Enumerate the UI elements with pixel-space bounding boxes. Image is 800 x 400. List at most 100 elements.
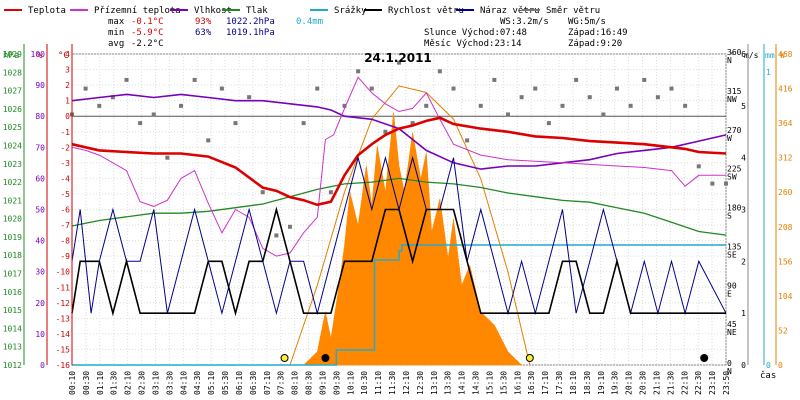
c-tick-label: -13 xyxy=(56,314,71,323)
axes-layer: 00:10 00:30 01:10 01:30 02:10 02:30 03:10 03:30… xyxy=(3,44,793,395)
time-tick-label: 03:10 xyxy=(151,371,160,395)
info-moon-set: Západ:9:20 xyxy=(568,39,622,49)
time-tick-label: 11:30 xyxy=(388,371,397,395)
wind-direction-point xyxy=(110,95,115,100)
time-tick-label: 05:10 xyxy=(207,371,216,395)
series-humidity xyxy=(71,93,727,170)
time-tick-label: 12:30 xyxy=(416,371,425,395)
hpa-tick-label: 1012 xyxy=(3,361,22,370)
hpa-tick-label: 1028 xyxy=(3,68,22,77)
wind-direction-point xyxy=(138,121,143,126)
time-tick-label: 20:10 xyxy=(625,371,634,395)
mm-axis-label: mm xyxy=(765,51,775,60)
wind-direction-point xyxy=(465,138,470,143)
ms-tick-label: 5 xyxy=(741,102,746,111)
pct-tick-label: 0 xyxy=(40,361,45,370)
time-tick-label: 06:30 xyxy=(249,371,258,395)
stat-max-press: 1022.2hPa xyxy=(226,17,275,27)
time-tick-label: 22:10 xyxy=(680,371,689,395)
ms-tick-label: 2 xyxy=(741,257,746,266)
legend-label: Teplota xyxy=(28,6,66,16)
time-tick-label: 03:30 xyxy=(165,371,174,395)
deg-tick-label: 90 xyxy=(727,281,737,290)
legend: Teplota Přízemní teplota Vlhkost Tlak Srážky… xyxy=(4,6,600,16)
dir-tick-label: NW xyxy=(727,95,737,104)
info-sun-set: Západ:16:49 xyxy=(568,28,628,38)
c-tick-label: -2 xyxy=(60,143,70,152)
time-tick-label: 21:10 xyxy=(652,371,661,395)
wind-direction-point xyxy=(451,86,456,91)
time-tick-label: 04:10 xyxy=(179,371,188,395)
chart-title: 24.1.2011 xyxy=(364,51,432,65)
w-tick-label: 156 xyxy=(778,257,793,266)
wind-direction-point xyxy=(342,103,347,108)
hpa-tick-label: 1019 xyxy=(3,233,22,242)
c-tick-label: -8 xyxy=(60,237,70,246)
hpa-tick-label: 1029 xyxy=(3,50,22,59)
deg-tick-label: 360 xyxy=(727,48,742,57)
legend-label: Vlhkost xyxy=(194,6,232,16)
dir-tick-label: SW xyxy=(727,173,737,182)
wind-direction-point xyxy=(315,86,320,91)
info-wg: WG:5m/s xyxy=(568,17,606,27)
ms-tick-label: 4 xyxy=(741,154,746,163)
wind-direction-point xyxy=(83,86,88,91)
pct-tick-label: 10 xyxy=(35,330,45,339)
time-tick-label: 19:10 xyxy=(597,371,606,395)
moonrise-marker xyxy=(700,354,709,362)
legend-label: Srážky xyxy=(334,6,367,16)
time-tick-label: 18:30 xyxy=(583,371,592,395)
ms-tick-label: 3 xyxy=(741,206,746,215)
series-theoretical-radiation xyxy=(289,85,531,366)
legend-label: Přízemní teplota xyxy=(94,6,181,16)
deg-axis-label: ° xyxy=(730,51,735,60)
legend-label: Náraz větru xyxy=(480,6,540,16)
time-tick-label: 21:30 xyxy=(666,371,675,395)
w-tick-label: 208 xyxy=(778,223,793,232)
deg-tick-label: 315 xyxy=(727,87,742,96)
wind-direction-point xyxy=(247,95,252,100)
mm-tick-label: 1 xyxy=(766,68,771,77)
time-tick-label: 07:30 xyxy=(277,371,286,395)
wind-direction-point xyxy=(410,121,415,126)
series-layer xyxy=(70,60,728,366)
wind-direction-point xyxy=(655,95,660,100)
deg-tick-label: 270 xyxy=(727,126,742,135)
time-tick-label: 04:30 xyxy=(193,371,202,395)
c-tick-label: 2 xyxy=(65,81,70,90)
time-tick-label: 12:10 xyxy=(402,371,411,395)
wind-direction-point xyxy=(192,77,197,82)
info-ws: WS:3.2m/s xyxy=(500,17,549,27)
time-tick-label: 00:30 xyxy=(82,371,91,395)
pct-tick-label: 90 xyxy=(35,81,45,90)
mm-tick-label: 0 xyxy=(766,361,771,370)
pct-tick-label: 100 xyxy=(31,50,46,59)
hpa-tick-label: 1020 xyxy=(3,215,22,224)
ms-tick-label: 1 xyxy=(741,309,746,318)
wind-direction-point xyxy=(506,112,510,117)
stat-avg-label: avg xyxy=(108,39,124,49)
wind-direction-point xyxy=(683,103,688,108)
time-tick-label: 09:10 xyxy=(318,371,327,395)
legend-label: Rychlost větru xyxy=(388,6,464,16)
dir-tick-label: N xyxy=(727,367,732,376)
w-tick-label: 0 xyxy=(778,361,783,370)
wind-direction-point xyxy=(151,112,156,117)
hpa-tick-label: 1027 xyxy=(3,87,22,96)
ms-tick-label: 6 xyxy=(741,50,746,59)
time-tick-label: 08:30 xyxy=(305,371,314,395)
stat-max-label: max xyxy=(108,17,125,27)
series-temperature xyxy=(71,116,727,207)
deg-tick-label: 0 xyxy=(727,359,732,368)
wind-direction-point xyxy=(696,164,701,169)
wind-direction-point xyxy=(478,103,483,108)
time-tick-label: 20:30 xyxy=(639,371,648,395)
time-tick-label: 19:30 xyxy=(611,371,620,395)
c-tick-label: -4 xyxy=(60,174,70,183)
w-tick-label: 364 xyxy=(778,119,793,128)
c-tick-label: -6 xyxy=(60,206,70,215)
wind-direction-point xyxy=(574,77,579,82)
ms-tick-label: 0 xyxy=(741,361,746,370)
info-panel: max -0.1°C 93% 1022.2hPa 0.4mm min -5.9°… xyxy=(108,17,628,65)
